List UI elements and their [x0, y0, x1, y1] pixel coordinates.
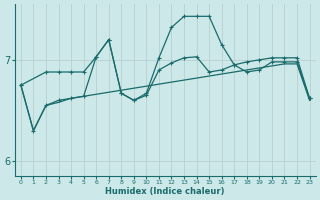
X-axis label: Humidex (Indice chaleur): Humidex (Indice chaleur) — [106, 187, 225, 196]
